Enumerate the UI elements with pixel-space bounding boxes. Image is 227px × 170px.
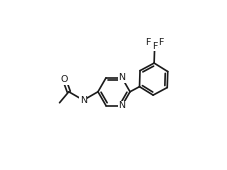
Text: N: N [118, 101, 125, 110]
Text: N: N [118, 73, 125, 82]
Text: F: F [151, 42, 157, 51]
Text: F: F [145, 38, 150, 47]
Text: O: O [61, 75, 68, 84]
Text: N: N [79, 96, 86, 105]
Text: F: F [158, 38, 163, 47]
